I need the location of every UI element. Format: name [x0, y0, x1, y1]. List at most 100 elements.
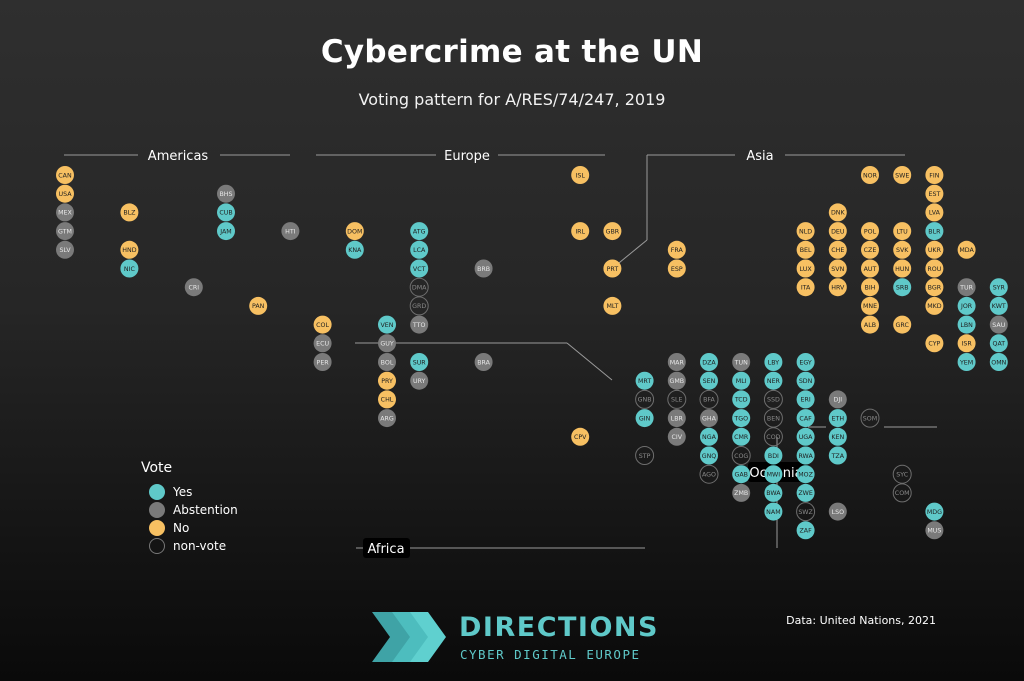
- country-code-label: DMA: [412, 285, 427, 292]
- country-tile-ven: VEN: [378, 315, 396, 334]
- country-code-label: GMB: [669, 378, 684, 385]
- country-tile-can: CAN: [56, 166, 74, 184]
- legend-item-no: No: [149, 519, 189, 537]
- country-code-label: GNQ: [702, 453, 717, 460]
- country-tile-cze: CZE: [861, 240, 879, 259]
- country-code-label: ROU: [927, 266, 941, 273]
- country-marker: [796, 409, 815, 428]
- country-marker: [957, 296, 976, 315]
- country-marker: [699, 389, 719, 409]
- country-marker: [409, 296, 429, 316]
- country-marker: [861, 315, 879, 334]
- country-tile-ner: NER: [764, 371, 783, 390]
- country-tile-hti: HTI: [281, 222, 300, 241]
- country-code-label: MEX: [58, 210, 72, 217]
- country-code-label: BLR: [928, 228, 941, 235]
- country-marker: [313, 353, 332, 371]
- region-label-europe: Europe: [444, 149, 490, 164]
- country-code-label: ZMB: [734, 490, 748, 497]
- country-marker: [667, 371, 686, 390]
- country-tile-brb: BRB: [474, 259, 493, 278]
- country-marker: [796, 502, 816, 522]
- country-marker: [828, 203, 847, 222]
- country-code-label: SOM: [863, 415, 877, 422]
- country-tile-syr: SYR: [989, 278, 1008, 297]
- country-code-label: CAN: [58, 172, 72, 179]
- country-tile-col: COL: [313, 315, 332, 334]
- country-code-label: BHS: [219, 191, 232, 198]
- country-tile-ecu: ECU: [313, 334, 332, 353]
- country-marker: [731, 446, 751, 465]
- country-code-label: YEM: [959, 359, 973, 366]
- country-marker: [249, 296, 268, 315]
- country-tile-nld: NLD: [796, 222, 815, 241]
- country-tile-cub: CUB: [217, 203, 235, 222]
- country-tile-mex: MEX: [56, 203, 74, 222]
- country-tile-mdg: MDG: [925, 502, 944, 521]
- country-marker: [667, 259, 686, 278]
- country-tile-tcd: TCD: [732, 390, 751, 409]
- country-code-label: UGA: [799, 434, 813, 441]
- country-marker: [313, 334, 332, 353]
- country-code-label: SEN: [703, 378, 716, 385]
- country-tile-ukr: UKR: [925, 240, 944, 259]
- country-marker: [410, 259, 429, 278]
- country-code-label: GAB: [734, 472, 748, 479]
- country-marker: [732, 390, 751, 409]
- country-code-label: QAT: [992, 341, 1005, 348]
- country-code-label: LBN: [960, 322, 973, 329]
- country-marker: [763, 427, 783, 447]
- country-marker: [345, 222, 364, 241]
- country-code-label: BGR: [928, 285, 942, 292]
- country-code-label: PRT: [607, 266, 619, 273]
- country-code-label: BRA: [477, 359, 490, 366]
- chart-title: Cybercrime at the UN: [320, 34, 704, 70]
- country-code-label: SWE: [895, 172, 909, 179]
- country-marker: [925, 184, 944, 203]
- country-marker: [378, 390, 396, 409]
- country-tile-che: CHE: [828, 240, 847, 259]
- country-tile-grc: GRC: [893, 315, 912, 334]
- country-code-label: CMR: [734, 434, 749, 441]
- country-marker: [56, 240, 74, 259]
- country-marker: [635, 371, 654, 390]
- country-marker: [120, 203, 139, 222]
- country-tile-rou: ROU: [925, 259, 944, 278]
- country-code-label: MOZ: [798, 472, 813, 479]
- country-tile-tto: TTO: [410, 315, 429, 334]
- country-tile-egy: EGY: [796, 353, 815, 371]
- country-tile-rwa: RWA: [796, 446, 815, 465]
- country-code-label: ISR: [961, 341, 972, 348]
- country-code-label: JOR: [960, 303, 973, 310]
- country-code-label: MNE: [863, 303, 877, 310]
- country-tile-cri: CRI: [184, 278, 203, 297]
- country-marker: [56, 222, 74, 241]
- country-tile-bwa: BWA: [764, 483, 783, 502]
- country-marker: [763, 389, 783, 409]
- country-marker: [56, 203, 74, 222]
- country-marker: [699, 464, 719, 484]
- country-code-label: CIV: [672, 434, 683, 441]
- country-tile-stp: STP: [635, 446, 655, 465]
- country-code-label: BIH: [865, 285, 876, 292]
- country-tile-bfa: BFA: [699, 389, 719, 409]
- country-code-label: SAU: [992, 322, 1005, 329]
- country-tile-mus: MUS: [925, 521, 944, 540]
- country-marker: [828, 278, 847, 297]
- legend-label-no: No: [173, 521, 190, 535]
- country-tile-mne: MNE: [861, 296, 879, 315]
- country-tile-jam: JAM: [217, 222, 235, 241]
- country-code-label: NER: [767, 378, 781, 385]
- country-code-label: DNK: [831, 210, 846, 217]
- country-marker: [378, 409, 396, 428]
- country-marker: [893, 240, 912, 259]
- country-marker: [989, 296, 1008, 315]
- country-tile-swz: SWZ: [796, 502, 816, 522]
- country-tile-syc: SYC: [892, 464, 912, 484]
- country-code-label: SUR: [413, 359, 427, 366]
- country-tile-usa: USA: [56, 184, 74, 203]
- country-marker: [667, 427, 686, 446]
- country-tile-chl: CHL: [378, 390, 396, 409]
- legend-swatch-nonvote: [149, 538, 165, 554]
- country-code-label: SDN: [799, 378, 813, 385]
